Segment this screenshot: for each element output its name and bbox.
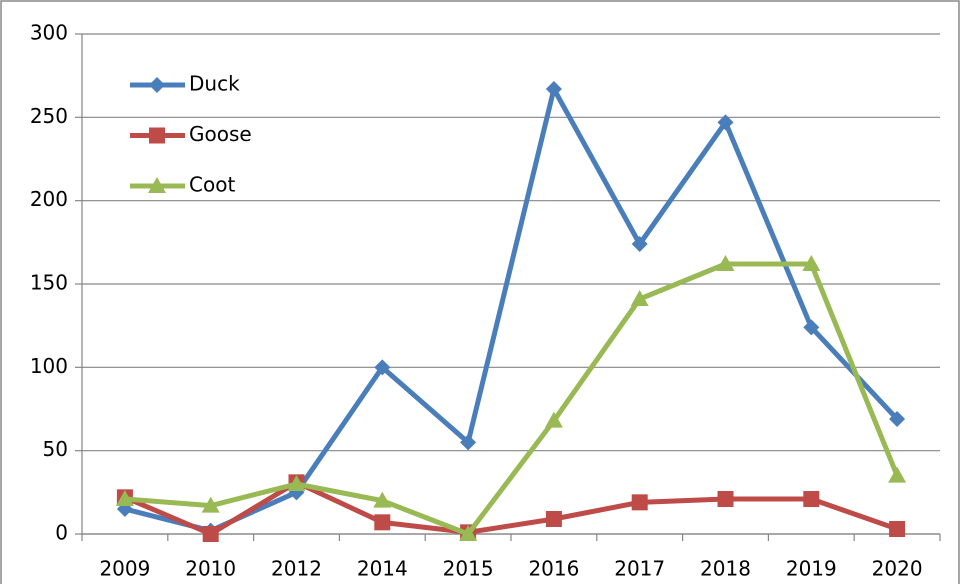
marker (374, 359, 391, 376)
marker (630, 290, 649, 306)
marker (802, 255, 821, 271)
marker (631, 236, 648, 252)
series-line (124, 86, 899, 534)
x-tick-label: 2015 (443, 557, 494, 581)
marker (545, 511, 562, 527)
y-tick-label: 150 (30, 271, 68, 295)
marker (460, 434, 477, 451)
y-tick-label: 100 (30, 354, 68, 378)
marker (201, 496, 220, 513)
marker (889, 521, 906, 537)
x-tick-label: 2010 (185, 557, 236, 581)
marker (803, 491, 820, 507)
legend-marker (148, 177, 166, 193)
marker (544, 411, 563, 428)
series-line (124, 261, 900, 537)
x-tick-label: 2012 (271, 557, 322, 581)
marker (888, 466, 907, 483)
x-tick-label: 2019 (786, 557, 837, 581)
x-tick-label: 2017 (614, 557, 665, 581)
marker (287, 475, 306, 491)
series-line (123, 479, 898, 537)
legend-label: Duck (189, 72, 240, 96)
marker (889, 411, 906, 427)
x-tick-label: 2018 (700, 557, 751, 581)
marker (459, 525, 478, 541)
legend-marker (149, 127, 165, 144)
legend-label: Coot (189, 173, 235, 197)
y-tick-label: 250 (30, 104, 68, 128)
marker (115, 490, 134, 506)
marker (545, 81, 562, 97)
marker (373, 491, 392, 508)
marker (202, 526, 219, 542)
x-tick-label: 2014 (357, 557, 408, 581)
x-tick-label: 2020 (872, 557, 923, 581)
y-tick-label: 50 (43, 437, 68, 461)
x-tick-label: 2009 (99, 557, 150, 581)
marker (717, 491, 734, 507)
marker (803, 319, 820, 336)
marker (717, 114, 734, 131)
x-tick-label: 2016 (528, 557, 579, 581)
y-tick-label: 300 (30, 21, 68, 45)
marker (374, 514, 391, 531)
y-tick-label: 0 (55, 521, 68, 545)
marker (716, 255, 735, 271)
y-tick-label: 200 (30, 187, 68, 211)
legend-marker (149, 77, 165, 93)
legend-label: Goose (189, 122, 252, 146)
marker (631, 494, 648, 511)
